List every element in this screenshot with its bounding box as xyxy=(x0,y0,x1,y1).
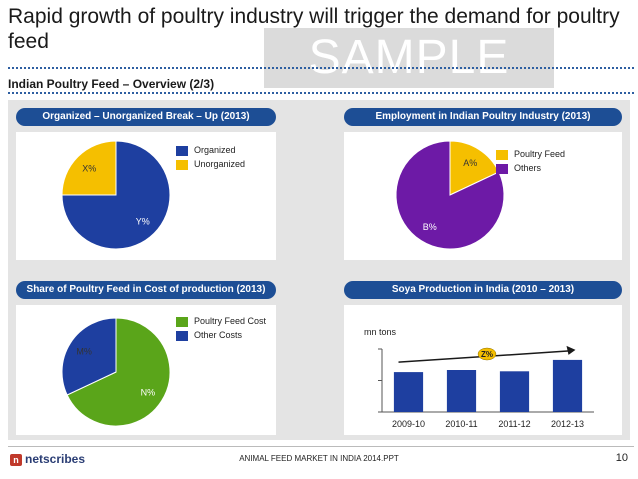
pie2-chart: A% B% xyxy=(395,140,505,250)
legend-item-feed-cost: Poultry Feed Cost xyxy=(176,315,266,329)
legend-label: Poultry Feed xyxy=(514,149,566,159)
bar-2012-13 xyxy=(552,359,583,412)
x-tick-label: 2010-11 xyxy=(445,419,477,429)
logo-mark-icon: n xyxy=(10,453,22,466)
legend-item-other-costs: Other Costs xyxy=(176,329,266,343)
pie2-panel: A% B% Poultry Feed Others xyxy=(344,132,622,260)
y-axis-label: mn tons xyxy=(364,327,397,337)
netscribes-logo: n netscribes xyxy=(10,452,85,466)
legend-item-organized: Organized xyxy=(176,144,245,158)
pie1-panel: Y% X% Organized Unorganized xyxy=(16,132,276,260)
legend-item-unorganized: Unorganized xyxy=(176,158,245,172)
legend-swatch-unorganized xyxy=(176,159,188,170)
legend-swatch-feed-cost xyxy=(176,316,188,327)
footer-divider xyxy=(8,446,634,447)
pie-slice-others xyxy=(395,140,505,250)
x-tick-label: 2011-12 xyxy=(498,419,530,429)
pie-data-label: A% xyxy=(463,158,477,168)
pie-data-label: Y% xyxy=(136,217,150,227)
pie3-legend: Poultry Feed Cost Other Costs xyxy=(176,315,266,343)
legend-label: Organized xyxy=(194,145,236,155)
pie1-chart: Y% X% xyxy=(61,140,171,250)
legend-label: Others xyxy=(514,163,542,173)
slide-title: Rapid growth of poultry industry will tr… xyxy=(8,5,620,53)
pie-data-label: X% xyxy=(82,163,96,173)
pie1-header: Organized – Unorganized Break – Up (2013… xyxy=(16,108,276,126)
legend-swatch-others xyxy=(496,163,508,174)
section-divider xyxy=(8,92,634,94)
cagr-bubble xyxy=(477,347,497,361)
pie2-legend: Poultry Feed Others xyxy=(496,148,565,176)
sample-watermark: SAMPLE xyxy=(264,28,554,88)
pie-slice-other-costs xyxy=(61,317,117,396)
cagr-label: Z% xyxy=(481,350,493,359)
legend-swatch-poultry-feed xyxy=(496,149,508,160)
legend-item-poultry-feed: Poultry Feed xyxy=(496,148,565,162)
legend-label: Unorganized xyxy=(194,159,246,169)
pie2-header: Employment in Indian Poultry Industry (2… xyxy=(344,108,622,126)
page-number: 10 xyxy=(615,452,628,464)
title-divider xyxy=(8,67,634,69)
bar-2009-10 xyxy=(393,372,424,412)
pie3-chart: N% M% xyxy=(61,317,171,427)
pie-data-label: M% xyxy=(76,347,92,357)
legend-label: Poultry Feed Cost xyxy=(194,316,267,326)
bar-header: Soya Production in India (2010 – 2013) xyxy=(344,281,622,299)
x-tick-label: 2012-13 xyxy=(551,419,584,429)
pie1-legend: Organized Unorganized xyxy=(176,144,245,172)
bar-panel: mn tons 2009-10 2010-11 2011-12 2012-13 Z% xyxy=(344,305,622,435)
x-tick-label: 2009-10 xyxy=(392,419,425,429)
bar-2010-11 xyxy=(446,370,477,412)
pie-slice-unorganized xyxy=(61,140,117,196)
legend-label: Other Costs xyxy=(194,330,243,340)
legend-swatch-other-costs xyxy=(176,330,188,341)
pie3-panel: N% M% Poultry Feed Cost Other Costs xyxy=(16,305,276,435)
trend-arrow-head xyxy=(566,345,576,355)
bar-chart: mn tons 2009-10 2010-11 2011-12 2012-13 Z% xyxy=(364,327,594,429)
logo-text: netscribes xyxy=(25,452,86,466)
legend-swatch-organized xyxy=(176,145,188,156)
legend-item-others: Others xyxy=(496,162,565,176)
pie-data-label: N% xyxy=(141,387,156,397)
footer-text: ANIMAL FEED MARKET IN INDIA 2014.PPT xyxy=(239,454,399,463)
bar-2011-12 xyxy=(499,371,530,412)
pie3-header: Share of Poultry Feed in Cost of product… xyxy=(16,281,276,299)
section-heading: Indian Poultry Feed – Overview (2/3) xyxy=(8,77,215,91)
pie-slice-poultry-feed-cost xyxy=(66,317,171,427)
pie-data-label: B% xyxy=(423,222,437,232)
